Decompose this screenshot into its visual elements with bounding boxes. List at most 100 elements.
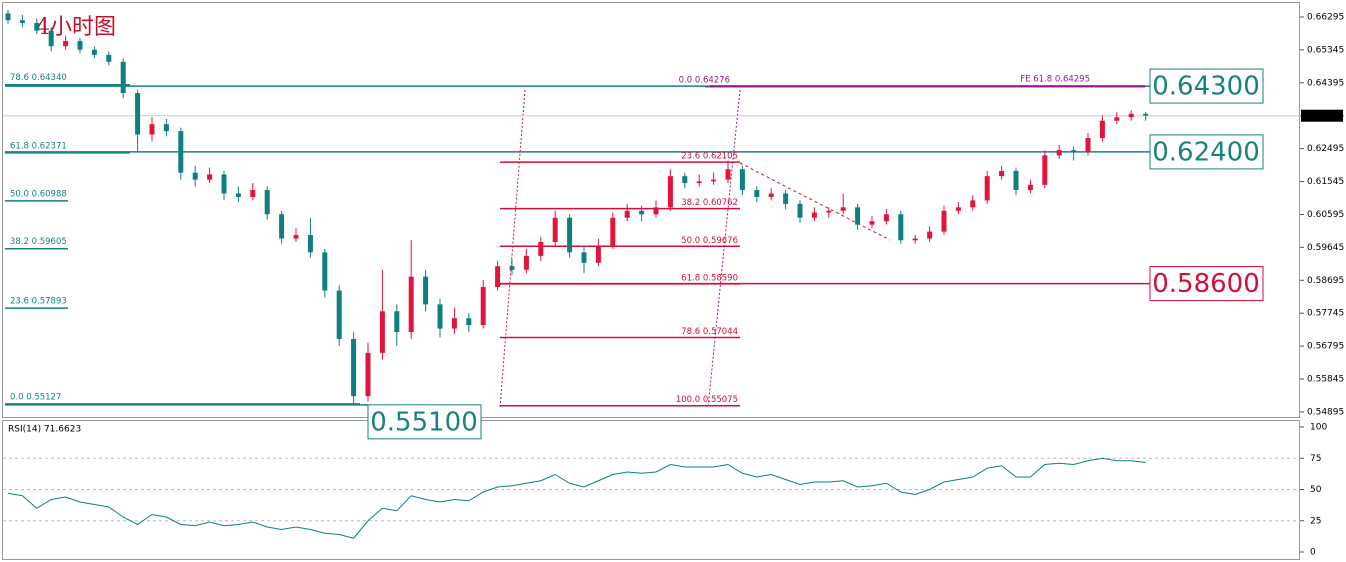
candle-body bbox=[192, 172, 198, 180]
candle-body bbox=[811, 212, 817, 218]
candle-body bbox=[336, 290, 342, 340]
fib-label: 50.0 0.59676 bbox=[681, 236, 738, 246]
candle-body bbox=[797, 203, 803, 218]
candle-body bbox=[423, 276, 429, 305]
fib-label: 100.0 0.55075 bbox=[676, 395, 738, 405]
candle-body bbox=[451, 318, 457, 329]
candle-body bbox=[394, 311, 400, 333]
candle-body bbox=[1013, 170, 1019, 191]
candle-body bbox=[883, 214, 889, 222]
y-tick-label: 0.61545 bbox=[1307, 177, 1344, 187]
fib-label: 38.2 0.59605 bbox=[10, 237, 67, 247]
candle-body bbox=[725, 169, 731, 180]
y-tick-label: 0.65345 bbox=[1307, 45, 1344, 55]
candle-body bbox=[293, 235, 299, 239]
candle-body bbox=[768, 193, 774, 197]
fib-channel bbox=[499, 89, 526, 409]
candle-body bbox=[696, 181, 702, 184]
y-tick-label: 0.55845 bbox=[1307, 375, 1344, 385]
candle-body bbox=[178, 131, 184, 173]
candle-body bbox=[955, 207, 961, 211]
fib-channel bbox=[707, 89, 741, 409]
level-box bbox=[367, 404, 482, 440]
fib-label: 61.8 0.58590 bbox=[681, 273, 738, 283]
candle-body bbox=[739, 169, 745, 191]
candle-body bbox=[984, 176, 990, 201]
trend-line bbox=[739, 162, 891, 241]
candle-body bbox=[365, 352, 371, 397]
candle-body bbox=[826, 210, 832, 213]
y-tick-label: 0.59645 bbox=[1307, 243, 1344, 253]
level-box bbox=[1149, 266, 1264, 302]
candle-body bbox=[1056, 150, 1062, 156]
level-label: 0.62400 bbox=[1152, 137, 1260, 167]
y-tick-label: 0 bbox=[1310, 548, 1316, 558]
y-tick-label: 0.64395 bbox=[1307, 78, 1344, 88]
candle-body bbox=[711, 179, 717, 182]
fib-label: 50.0 0.60988 bbox=[10, 189, 67, 199]
y-tick-label: 0.57745 bbox=[1307, 309, 1344, 319]
candle-body bbox=[1071, 150, 1077, 152]
candle-body bbox=[163, 124, 169, 132]
candle-body bbox=[1085, 138, 1091, 152]
candle-body bbox=[135, 93, 141, 135]
candle-body bbox=[120, 61, 126, 94]
candle-body bbox=[970, 200, 976, 208]
candle-body bbox=[639, 210, 645, 215]
y-tick-label: 50 bbox=[1310, 485, 1322, 495]
candle-body bbox=[667, 176, 673, 208]
y-tick-label: 0.63445 bbox=[1307, 111, 1344, 121]
candle-body bbox=[624, 210, 630, 218]
main-panel bbox=[2, 2, 1300, 418]
candle-body bbox=[34, 23, 40, 31]
candle-body bbox=[466, 318, 472, 326]
y-tick-label: 0.60595 bbox=[1307, 210, 1344, 220]
candle-body bbox=[5, 13, 11, 21]
candle-body bbox=[1099, 120, 1105, 139]
fib-label: 78.6 0.57044 bbox=[681, 327, 738, 337]
candle-body bbox=[77, 41, 83, 50]
candle-body bbox=[1027, 184, 1033, 191]
y-tick-label: 0.54895 bbox=[1307, 407, 1344, 417]
candle-body bbox=[437, 304, 443, 329]
y-tick-label: 100 bbox=[1310, 423, 1327, 433]
candle-body bbox=[1042, 155, 1048, 185]
level-label: 0.64300 bbox=[1152, 72, 1260, 102]
candle-body bbox=[567, 217, 573, 253]
candle-body bbox=[63, 41, 69, 47]
candle-body bbox=[999, 170, 1005, 177]
candle-body bbox=[235, 193, 241, 197]
candle-body bbox=[912, 238, 918, 241]
candle-body bbox=[1114, 117, 1120, 121]
candle-body bbox=[279, 214, 285, 239]
y-tick-label: 0.66295 bbox=[1307, 12, 1344, 22]
fib-label: 61.8 0.62371 bbox=[10, 141, 67, 151]
candle-body bbox=[1143, 113, 1149, 116]
candle-body bbox=[898, 214, 904, 241]
chart-title: 4小时图 bbox=[36, 15, 116, 40]
candle-body bbox=[322, 252, 328, 291]
candle-body bbox=[754, 190, 760, 197]
candle-body bbox=[480, 287, 486, 326]
candle-body bbox=[538, 241, 544, 256]
level-box bbox=[1149, 134, 1264, 170]
candle-body bbox=[610, 217, 616, 246]
fib-label: 0.0 0.55127 bbox=[10, 392, 61, 402]
expansion-label: FE 61.8 0.64295 bbox=[1020, 75, 1090, 85]
candle-body bbox=[250, 190, 256, 197]
candle-body bbox=[91, 49, 97, 55]
candle-body bbox=[207, 174, 213, 180]
candle-body bbox=[523, 255, 529, 270]
fib-label: 78.6 0.64340 bbox=[10, 73, 67, 83]
candle-body bbox=[106, 54, 112, 62]
candle-body bbox=[855, 207, 861, 225]
candle-body bbox=[379, 311, 385, 353]
candle-body bbox=[927, 231, 933, 239]
candle-body bbox=[1128, 113, 1134, 118]
candle-body bbox=[509, 266, 515, 270]
candle-body bbox=[941, 210, 947, 232]
candle-body bbox=[351, 339, 357, 397]
candle-body bbox=[653, 207, 659, 215]
